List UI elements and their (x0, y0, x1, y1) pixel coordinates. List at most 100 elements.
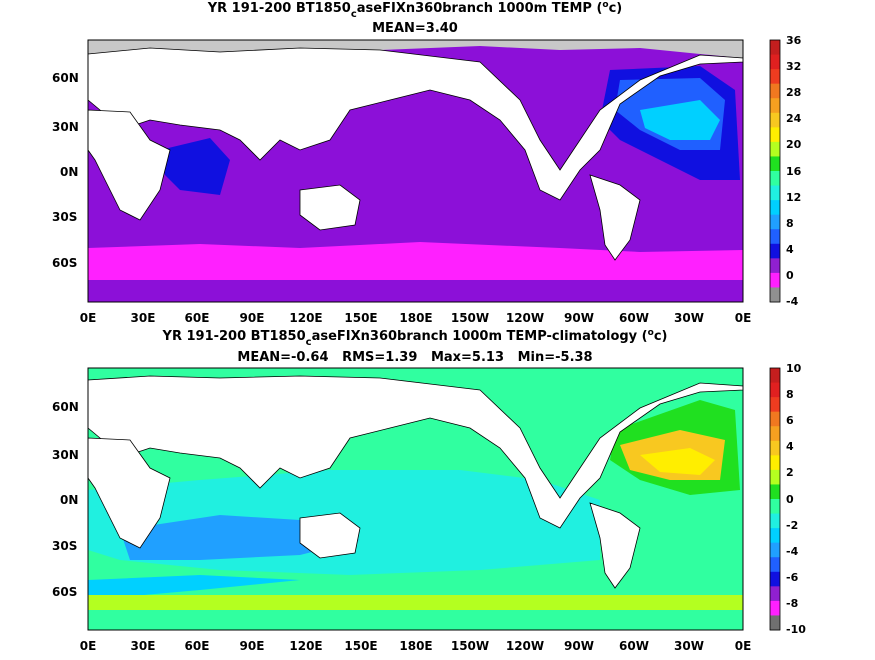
colorbar-label: 0 (786, 493, 794, 506)
colorbar-swatch (770, 600, 780, 616)
colorbar-label: 4 (786, 440, 794, 453)
colorbar-swatch (770, 411, 780, 427)
x-tick-label: 120E (289, 311, 322, 325)
x-tick-label: 120W (506, 311, 544, 325)
colorbar-swatch (770, 69, 780, 85)
colorbar-swatch (770, 40, 780, 56)
panel-bottom-colorbar: 10 8 6 4 2 0 -2 -4 -6 -8 -10 (769, 362, 806, 636)
panel-top-yaxis: 60N 30N 0N 30S 60S (52, 71, 79, 270)
colorbar-swatch (770, 258, 780, 274)
x-tick-label: 150E (344, 311, 377, 325)
panel-bottom-title: YR 191-200 BT1850caseFIXn360branch 1000m… (162, 328, 668, 348)
colorbar-swatch (770, 382, 780, 398)
y-tick-label: 30N (52, 120, 79, 134)
colorbar-swatch (770, 499, 780, 515)
colorbar-swatch (770, 484, 780, 500)
colorbar-swatch (770, 542, 780, 558)
panel-bottom-stats: MEAN=-0.64 RMS=1.39 Max=5.13 Min=-5.38 (237, 350, 592, 365)
colorbar-label: 24 (786, 112, 802, 125)
x-tick-label: 90W (564, 639, 594, 653)
colorbar-label: 28 (786, 86, 801, 99)
x-tick-label: 0E (80, 639, 97, 653)
x-tick-label: 150W (451, 639, 489, 653)
x-tick-label: 0E (735, 639, 752, 653)
x-tick-label: 60E (185, 639, 210, 653)
colorbar-swatch (770, 557, 780, 573)
colorbar-swatch (770, 287, 780, 303)
colorbar-label: 36 (786, 34, 802, 47)
y-tick-label: 0N (60, 493, 78, 507)
y-tick-label: 60S (52, 256, 77, 270)
colorbar-swatch (770, 141, 780, 157)
panel-bottom-yaxis: 60N 30N 0N 30S 60S (52, 400, 79, 599)
y-tick-label: 60S (52, 585, 77, 599)
panel-bottom-map (87, 367, 744, 631)
x-tick-label: 120E (289, 639, 322, 653)
colorbar-label: 20 (786, 138, 802, 151)
colorbar-swatch (770, 272, 780, 288)
colorbar-swatch (770, 571, 780, 587)
colorbar-label: 12 (786, 191, 801, 204)
colorbar-swatch (770, 440, 780, 456)
colorbar-swatch (770, 528, 780, 544)
panel-bottom-xaxis: 0E 30E 60E 90E 120E 150E 180E 150W 120W … (80, 639, 752, 653)
colorbar-label: -2 (786, 519, 798, 532)
colorbar-swatch (770, 397, 780, 413)
x-tick-label: 180E (399, 311, 432, 325)
colorbar-swatch (770, 156, 780, 172)
y-tick-label: 30S (52, 210, 77, 224)
x-tick-label: 30W (674, 311, 704, 325)
x-tick-label: 0E (735, 311, 752, 325)
colorbar-swatch (770, 243, 780, 259)
y-tick-label: 0N (60, 165, 78, 179)
x-tick-label: 30W (674, 639, 704, 653)
colorbar-label: 8 (786, 217, 794, 230)
x-tick-label: 150E (344, 639, 377, 653)
x-tick-label: 30E (131, 311, 156, 325)
colorbar-swatch (770, 171, 780, 187)
colorbar-label: 8 (786, 388, 794, 401)
panel-top: YR 191-200 BT1850caseFIXn360branch 1000m… (52, 0, 802, 325)
colorbar-swatch (770, 54, 780, 70)
colorbar-swatch (770, 368, 780, 384)
x-tick-label: 60W (619, 311, 649, 325)
colorbar-label: -10 (786, 623, 806, 636)
x-tick-label: 150W (451, 311, 489, 325)
panel-top-xaxis: 0E 30E 60E 90E 120E 150E 180E 150W 120W … (80, 311, 752, 325)
panel-bottom: YR 191-200 BT1850caseFIXn360branch 1000m… (52, 328, 806, 653)
panel-top-colorbar: 36 32 28 24 20 16 12 8 4 0 -4 (769, 34, 802, 308)
x-tick-label: 90E (240, 311, 265, 325)
panel-top-map (87, 39, 744, 303)
colorbar-swatch (770, 469, 780, 485)
colorbar-label: -4 (786, 545, 799, 558)
colorbar-swatch (770, 127, 780, 143)
colorbar-label: -6 (786, 571, 799, 584)
colorbar-label: 6 (786, 414, 794, 427)
colorbar-label: -8 (786, 597, 798, 610)
colorbar-swatches (770, 368, 780, 631)
panel-top-title: YR 191-200 BT1850caseFIXn360branch 1000m… (207, 0, 623, 20)
colorbar-swatch (770, 214, 780, 230)
x-tick-label: 90E (240, 639, 265, 653)
x-tick-label: 0E (80, 311, 97, 325)
y-tick-label: 30S (52, 539, 77, 553)
panel-top-stats: MEAN=3.40 (372, 21, 458, 36)
colorbar-swatch (770, 229, 780, 245)
x-tick-label: 90W (564, 311, 594, 325)
y-tick-label: 60N (52, 400, 79, 414)
y-tick-label: 30N (52, 448, 79, 462)
colorbar-label: 4 (786, 243, 794, 256)
colorbar-swatch (770, 513, 780, 529)
x-tick-label: 30E (131, 639, 156, 653)
colorbar-swatches (770, 40, 780, 303)
colorbar-label: -4 (786, 295, 799, 308)
colorbar-swatch (770, 586, 780, 602)
colorbar-swatch (770, 426, 780, 442)
colorbar-swatch (770, 455, 780, 471)
colorbar-swatch (770, 83, 780, 99)
colorbar-swatch (770, 185, 780, 201)
colorbar-swatch (770, 112, 780, 128)
y-tick-label: 60N (52, 71, 79, 85)
colorbar-label: 2 (786, 466, 794, 479)
x-tick-label: 60E (185, 311, 210, 325)
